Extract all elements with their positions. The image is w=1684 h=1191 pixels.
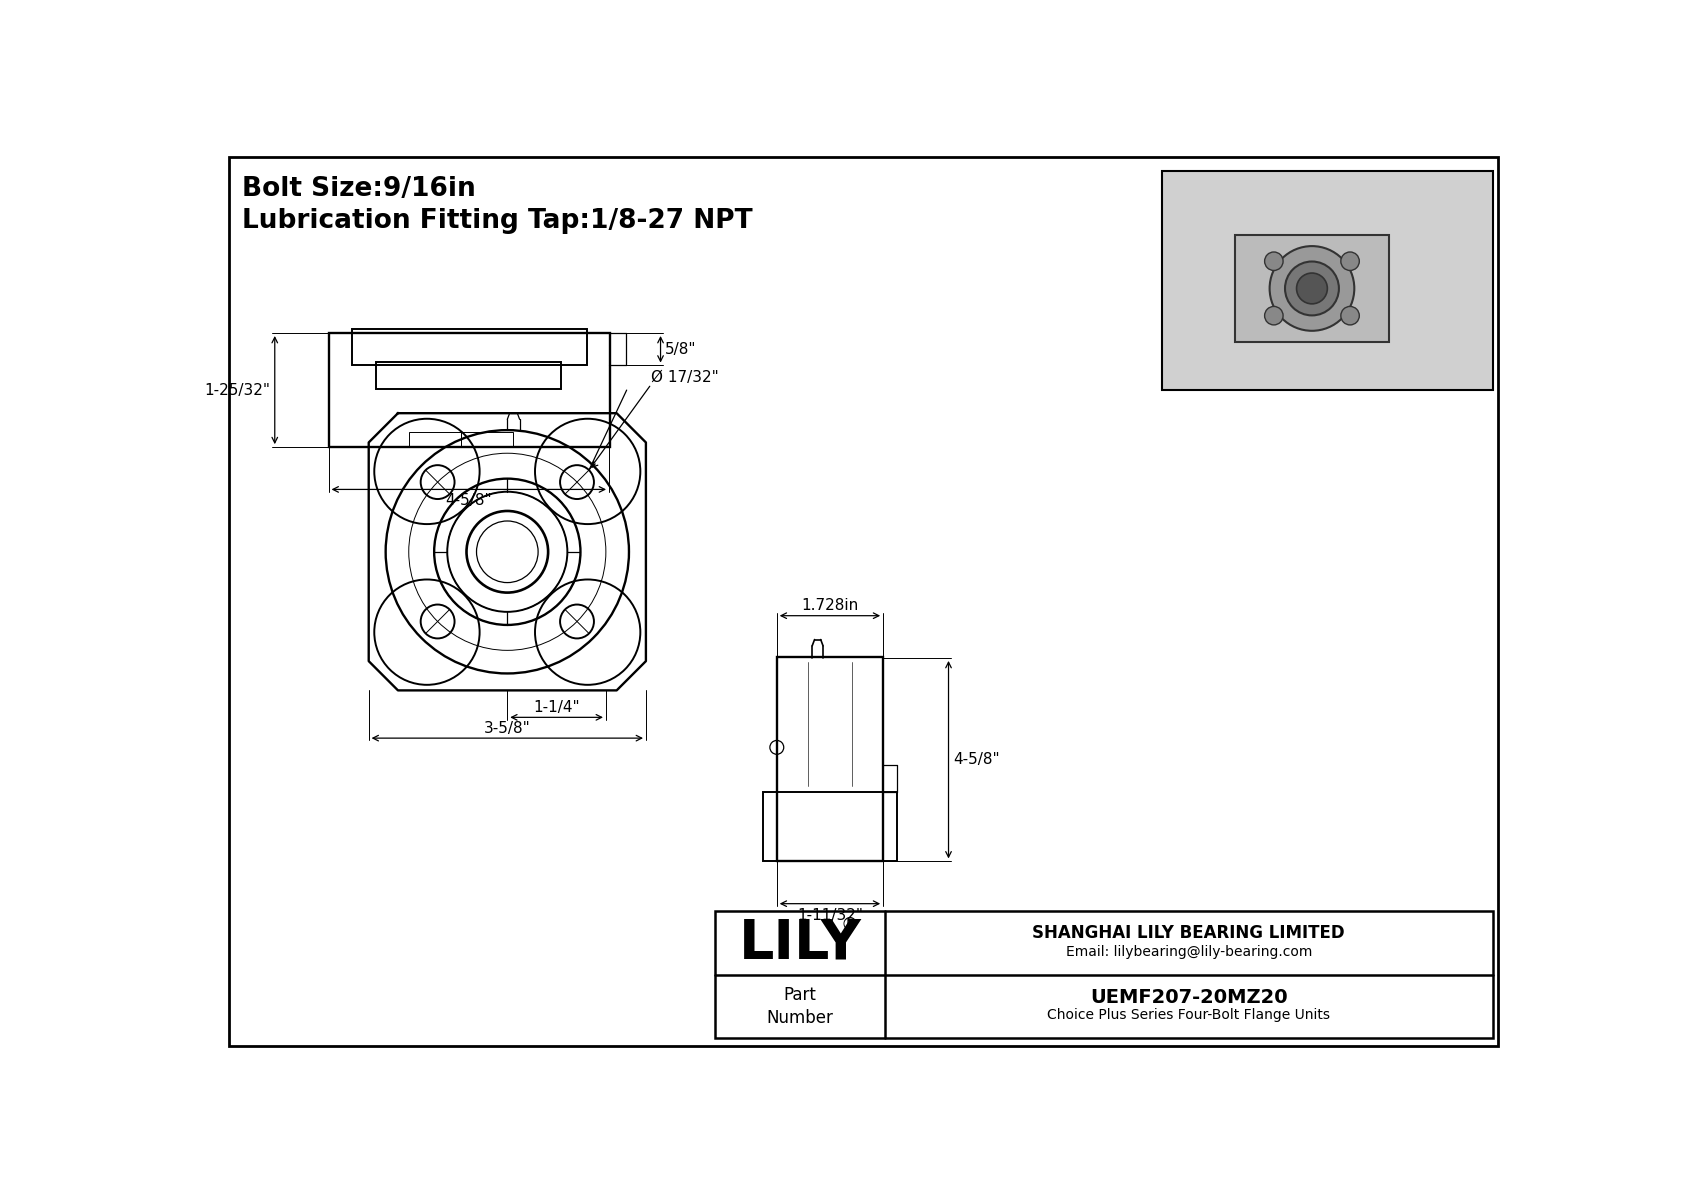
Text: UEMF207-20MZ20: UEMF207-20MZ20 — [1090, 987, 1288, 1006]
Text: 1-11/32": 1-11/32" — [797, 908, 862, 923]
Circle shape — [1285, 262, 1339, 316]
Text: 1.728in: 1.728in — [802, 598, 859, 612]
Bar — [352, 329, 586, 366]
Text: 1-1/4": 1-1/4" — [534, 700, 579, 715]
Bar — [776, 657, 882, 861]
Text: Ø 17/32": Ø 17/32" — [652, 369, 719, 385]
Text: Part
Number: Part Number — [766, 986, 834, 1028]
Text: 5/8": 5/8" — [665, 342, 697, 357]
Text: 1-25/32": 1-25/32" — [204, 382, 269, 398]
Bar — [461, 431, 514, 447]
Text: Choice Plus Series Four-Bolt Flange Units: Choice Plus Series Four-Bolt Flange Unit… — [1047, 1008, 1330, 1022]
Bar — [763, 792, 898, 861]
Circle shape — [1340, 306, 1359, 325]
Text: 4-5/8": 4-5/8" — [953, 753, 1000, 767]
Text: 4-5/8": 4-5/8" — [446, 493, 492, 509]
Bar — [377, 362, 561, 388]
Text: Lubrication Fitting Tap:1/8-27 NPT: Lubrication Fitting Tap:1/8-27 NPT — [242, 207, 753, 233]
Bar — [328, 333, 610, 447]
Text: SHANGHAI LILY BEARING LIMITED: SHANGHAI LILY BEARING LIMITED — [1032, 924, 1346, 942]
Bar — [1234, 235, 1389, 342]
Circle shape — [1297, 273, 1327, 304]
Bar — [716, 911, 1494, 1039]
Text: Bolt Size:9/16in: Bolt Size:9/16in — [242, 176, 475, 202]
Bar — [1162, 170, 1494, 391]
Circle shape — [1265, 252, 1283, 270]
Text: 3-5/8": 3-5/8" — [483, 721, 530, 736]
Text: ®: ® — [840, 916, 859, 934]
Text: LILY: LILY — [739, 916, 861, 971]
Circle shape — [1340, 252, 1359, 270]
Text: Email: lilybearing@lily-bearing.com: Email: lilybearing@lily-bearing.com — [1066, 944, 1312, 959]
Circle shape — [1270, 247, 1354, 331]
Bar — [409, 431, 461, 447]
Circle shape — [1265, 306, 1283, 325]
